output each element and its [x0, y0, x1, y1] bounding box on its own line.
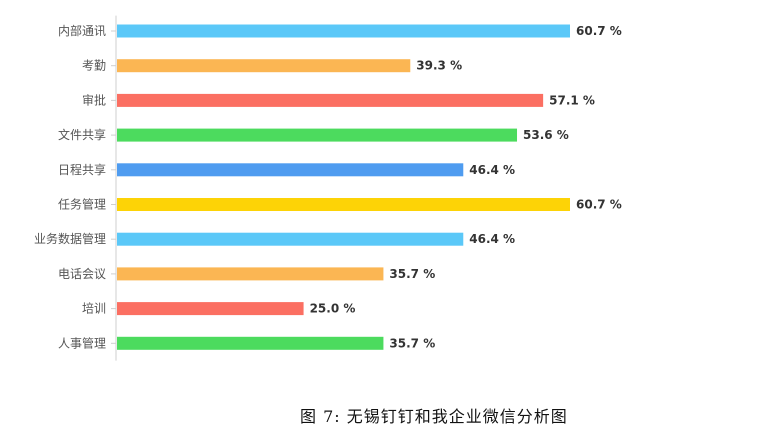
category-label: 任务管理 [58, 197, 106, 212]
category-label: 考勤 [82, 59, 106, 73]
data-label: 46.4 % [469, 232, 515, 246]
bar [117, 302, 304, 316]
data-label: 60.7 % [576, 198, 622, 212]
data-label: 25.0 % [310, 302, 356, 316]
bar [117, 232, 464, 246]
figure-caption: 图 7: 无锡钉钉和我企业微信分析图 [300, 407, 568, 426]
bar [117, 336, 384, 350]
category-label: 人事管理 [58, 335, 106, 350]
bar-chart: 内部通讯 60.7 % 考勤 39.3 % 审批 57.1 % 文件共享 53.6 % 日程共享… [34, 15, 622, 361]
category-label: 内部通讯 [58, 23, 106, 38]
bar [117, 198, 570, 211]
data-label: 57.1 % [549, 93, 595, 107]
bar [117, 267, 384, 281]
bar [117, 24, 570, 38]
data-label: 39.3 % [416, 59, 462, 73]
bar [117, 59, 411, 73]
category-label: 电话会议 [58, 267, 106, 281]
bar [117, 163, 464, 177]
data-label: 46.4 % [469, 163, 515, 177]
data-label: 60.7 % [576, 24, 622, 38]
data-label: 53.6 % [523, 128, 569, 142]
category-label: 日程共享 [58, 162, 106, 177]
category-label: 业务数据管理 [34, 231, 106, 246]
category-label: 培训 [82, 301, 106, 316]
category-label: 文件共享 [58, 127, 106, 142]
data-label: 35.7 % [389, 267, 435, 281]
data-label: 35.7 % [389, 336, 435, 350]
category-label: 审批 [82, 92, 106, 107]
bar [117, 93, 544, 107]
bar [117, 128, 518, 142]
